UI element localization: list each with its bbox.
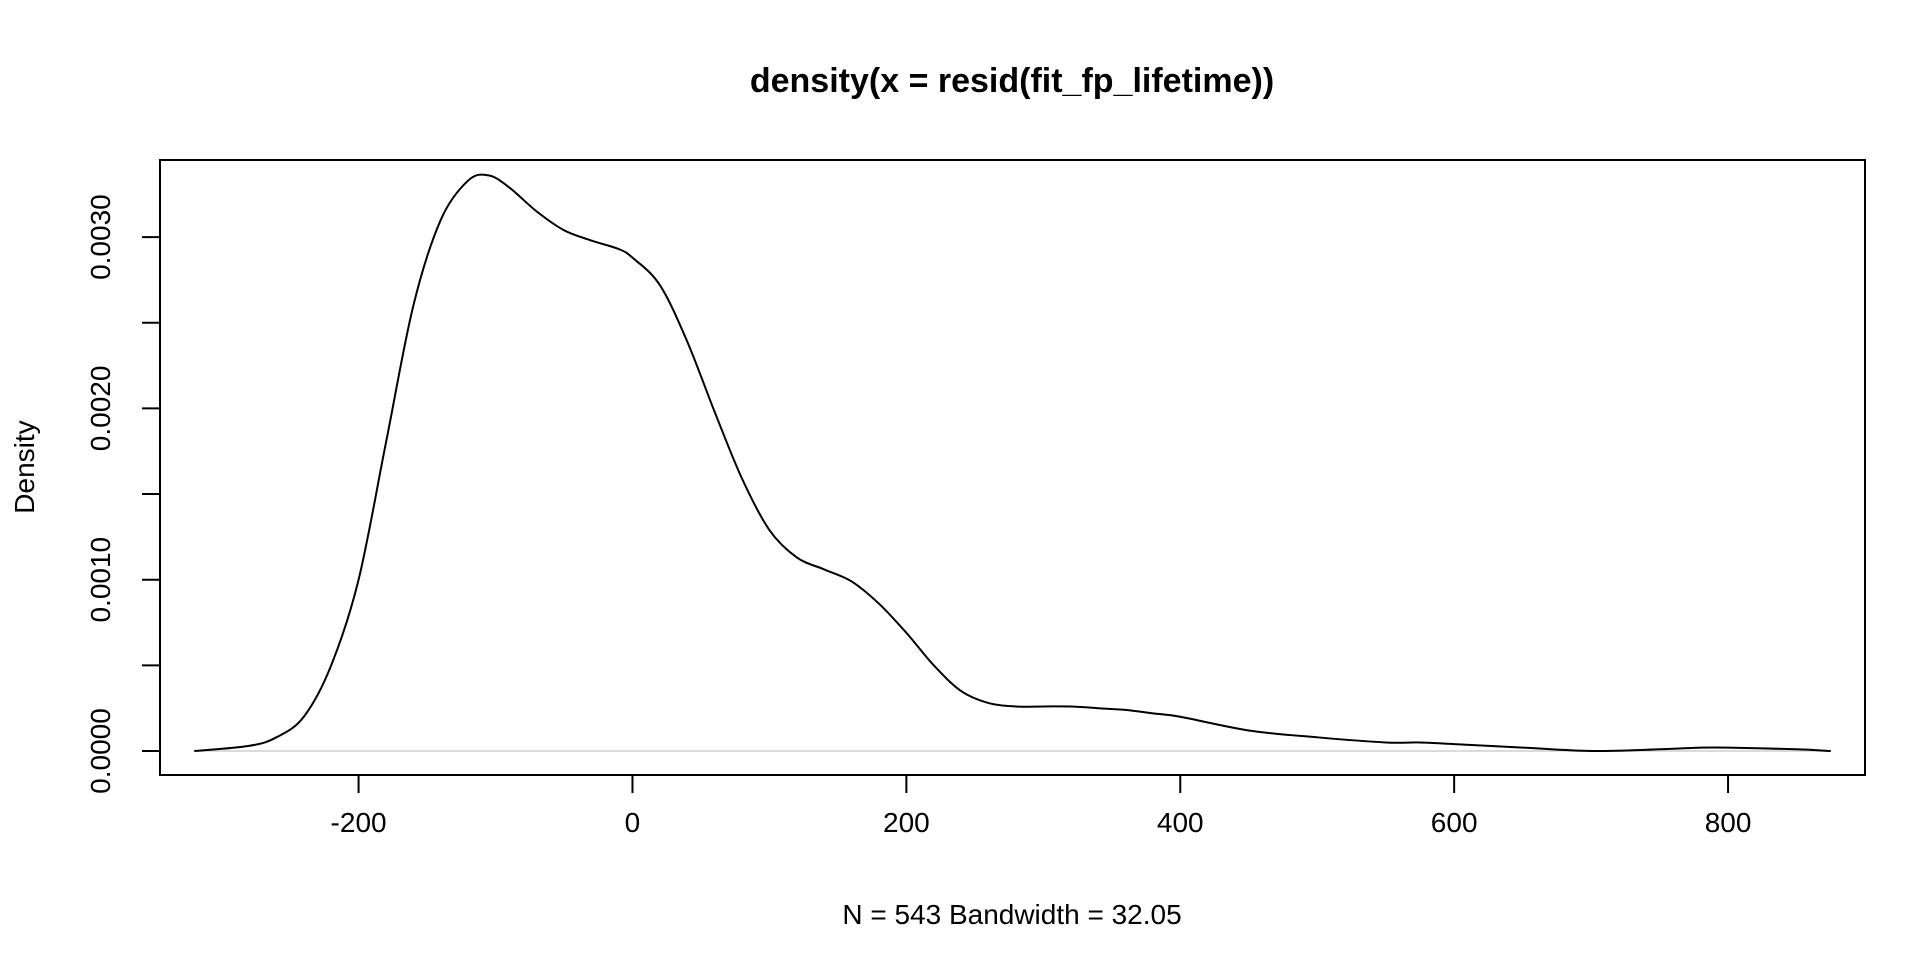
y-tick-label: 0.0000 [85,708,116,794]
x-tick-label: 200 [883,807,930,838]
y-tick-label: 0.0030 [85,194,116,280]
y-tick-label: 0.0010 [85,537,116,623]
y-tick-label: 0.0020 [85,366,116,452]
x-tick-label: 0 [625,807,641,838]
chart-title: density(x = resid(fit_fp_lifetime)) [750,62,1274,100]
x-axis-ticks: -200 0 200 400 600 800 [331,775,1752,838]
x-tick-label: 600 [1431,807,1478,838]
y-axis-ticks: 0.0000 0.0010 0.0020 0.0030 [85,194,160,794]
plot-frame [159,159,1866,776]
x-axis-title: N = 543 Bandwidth = 32.05 [842,899,1181,930]
x-tick-label: 400 [1157,807,1204,838]
x-tick-label: -200 [331,807,387,838]
y-axis-title: Density [9,420,40,513]
x-tick-label: 800 [1705,807,1752,838]
density-curve [194,173,1831,753]
